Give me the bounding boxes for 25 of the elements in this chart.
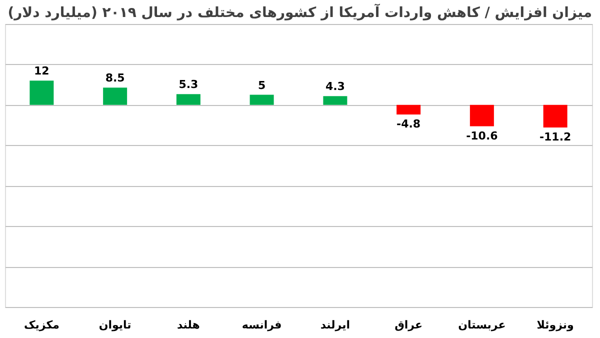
chart-title: میزان افزایش / کاهش واردات آمریکا از کشورهای مختلف در سال ۲۰۱۹ (میلیارد دلار) bbox=[8, 3, 592, 21]
bar bbox=[176, 94, 200, 105]
bar bbox=[470, 104, 494, 126]
data-label: 12 bbox=[34, 64, 50, 78]
x-tick-label: عراق bbox=[394, 318, 423, 332]
x-tick-label: عربستان bbox=[458, 318, 506, 332]
bar bbox=[103, 88, 128, 105]
data-label: -4.8 bbox=[396, 118, 421, 131]
data-label: 5 bbox=[258, 78, 266, 92]
x-tick-label: فرانسه bbox=[242, 318, 282, 332]
bar bbox=[543, 104, 568, 128]
x-tick-label: ونزوئلا bbox=[536, 318, 574, 332]
bar bbox=[323, 96, 348, 105]
x-tick-label: مکزیک bbox=[24, 318, 60, 332]
data-label: -11.2 bbox=[539, 130, 572, 144]
x-tick-label: ایرلند bbox=[320, 318, 350, 332]
bar bbox=[396, 104, 421, 115]
data-label: 8.5 bbox=[105, 72, 125, 85]
x-tick-label: هلند bbox=[176, 318, 200, 332]
bar bbox=[30, 80, 54, 105]
bar bbox=[250, 94, 274, 105]
data-label: -10.6 bbox=[466, 129, 498, 142]
data-label: 5.3 bbox=[178, 78, 198, 92]
data-label: 4.3 bbox=[325, 80, 345, 94]
x-tick-label: تایوان bbox=[98, 318, 132, 332]
